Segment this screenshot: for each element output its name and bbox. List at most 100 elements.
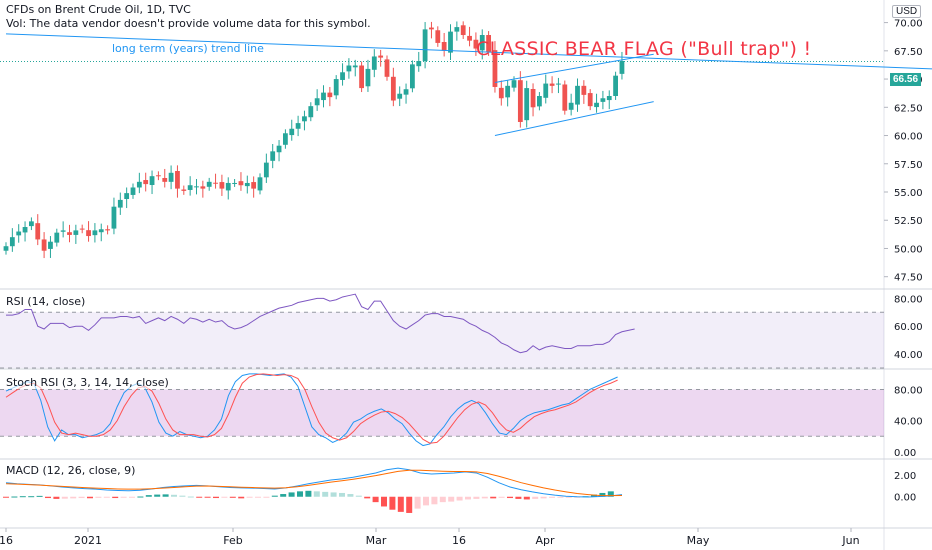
price-tick-label: 67.50 [894,47,923,58]
candle-body [410,64,415,89]
candle-body [556,83,561,85]
candle-body [600,98,606,102]
macd-histogram-bar [280,494,287,497]
candle-body [219,182,225,189]
candle-body [613,75,618,96]
macd-histogram-bar [229,496,236,498]
macd-histogram-bar [397,496,404,512]
stoch-tick-label: 40.00 [894,417,923,428]
macd-histogram-bar [19,496,26,498]
candle-body [48,241,53,249]
macd-histogram-bar [137,496,144,498]
candle-body [194,186,199,188]
rsi-tick-label: 40.00 [894,350,923,361]
candle-body [416,60,422,67]
time-tick-label: Feb [223,534,242,547]
candle-body [454,27,460,32]
macd-histogram-bar [103,496,110,498]
macd-histogram-bar [347,494,354,497]
macd-histogram-bar [414,496,421,509]
macd-histogram-bar [507,496,513,499]
candle-body [86,230,91,237]
macd-histogram-bar [179,495,186,497]
macd-histogram-bar [221,496,228,498]
macd-histogram-bar [406,496,413,513]
candle-body [67,232,72,235]
candle-body [492,50,498,87]
time-tick-label: May [687,534,710,547]
candle-body [314,98,320,106]
candle-body [79,228,85,230]
macd-histogram-bar [465,496,471,500]
stoch-rsi-title: Stoch RSI (3, 3, 14, 14, close) [6,376,169,389]
macd-histogram-bar [112,496,119,499]
candle-body [587,93,593,107]
macd-histogram-bar [599,492,606,497]
candle-body [371,56,377,70]
candle-body [124,193,130,200]
macd-histogram-bar [45,496,51,499]
candle-body [263,162,269,178]
macd-histogram-bar [498,496,505,498]
macd-histogram-bar [473,496,480,499]
rsi-tick-label: 80.00 [894,294,923,305]
candle-body [390,76,396,101]
macd-histogram-bar [196,496,203,498]
candle-body [359,65,364,89]
time-tick-label: 16 [452,534,466,547]
time-tick-label: Apr [535,534,555,547]
macd-histogram-bar [381,496,387,507]
candle-body [467,35,472,41]
candle-body [225,182,231,191]
currency-badge[interactable]: USD [892,5,922,18]
macd-histogram-bar [213,496,219,499]
macd-histogram-bar [61,496,68,499]
candle-body [73,230,79,235]
candle-body [403,89,409,95]
price-tick-label: 47.50 [894,273,923,284]
macd-histogram-bar [11,496,18,498]
time-tick-label: Mar [366,534,387,547]
candle-body [238,181,244,186]
candle-body [581,85,587,95]
candle-body [117,199,123,208]
macd-histogram-bar [271,495,278,497]
candle-body [448,31,453,53]
macd-histogram-bar [456,496,463,501]
candle-body [206,181,212,187]
stoch-k-line [5,373,618,447]
macd-histogram-bar [355,495,362,497]
macd-histogram-bar [204,496,211,498]
candle-body [270,151,276,161]
macd-histogram-bar [540,496,547,499]
signal-line [5,469,623,497]
price-tick-label: 52.50 [894,216,923,227]
macd-title: MACD (12, 26, close, 9) [6,464,136,477]
flag-channel-line [494,53,654,83]
candle-body [346,65,352,72]
candle-body [441,42,447,51]
candle-body [295,123,301,129]
candle-body [517,80,523,122]
candle-body [365,68,371,87]
candle-body [22,227,28,233]
macd-histogram-bar [28,496,35,498]
time-tick-label: 16 [0,534,13,547]
candle-body [460,25,466,36]
macd-histogram-bar [532,496,539,499]
macd-histogram-bar [313,491,320,497]
macd-histogram-bar [129,496,135,498]
candle-body [187,185,193,190]
macd-histogram-bar [591,494,597,497]
flag-channel-line [494,101,654,137]
candle-body [9,237,15,247]
macd-histogram-bar [297,491,303,497]
candle-body [530,88,536,108]
candle-body [175,170,180,189]
candle-body [537,96,542,107]
candle-body [41,239,47,251]
macd-histogram-bar [330,492,337,497]
candle-body [568,102,574,110]
